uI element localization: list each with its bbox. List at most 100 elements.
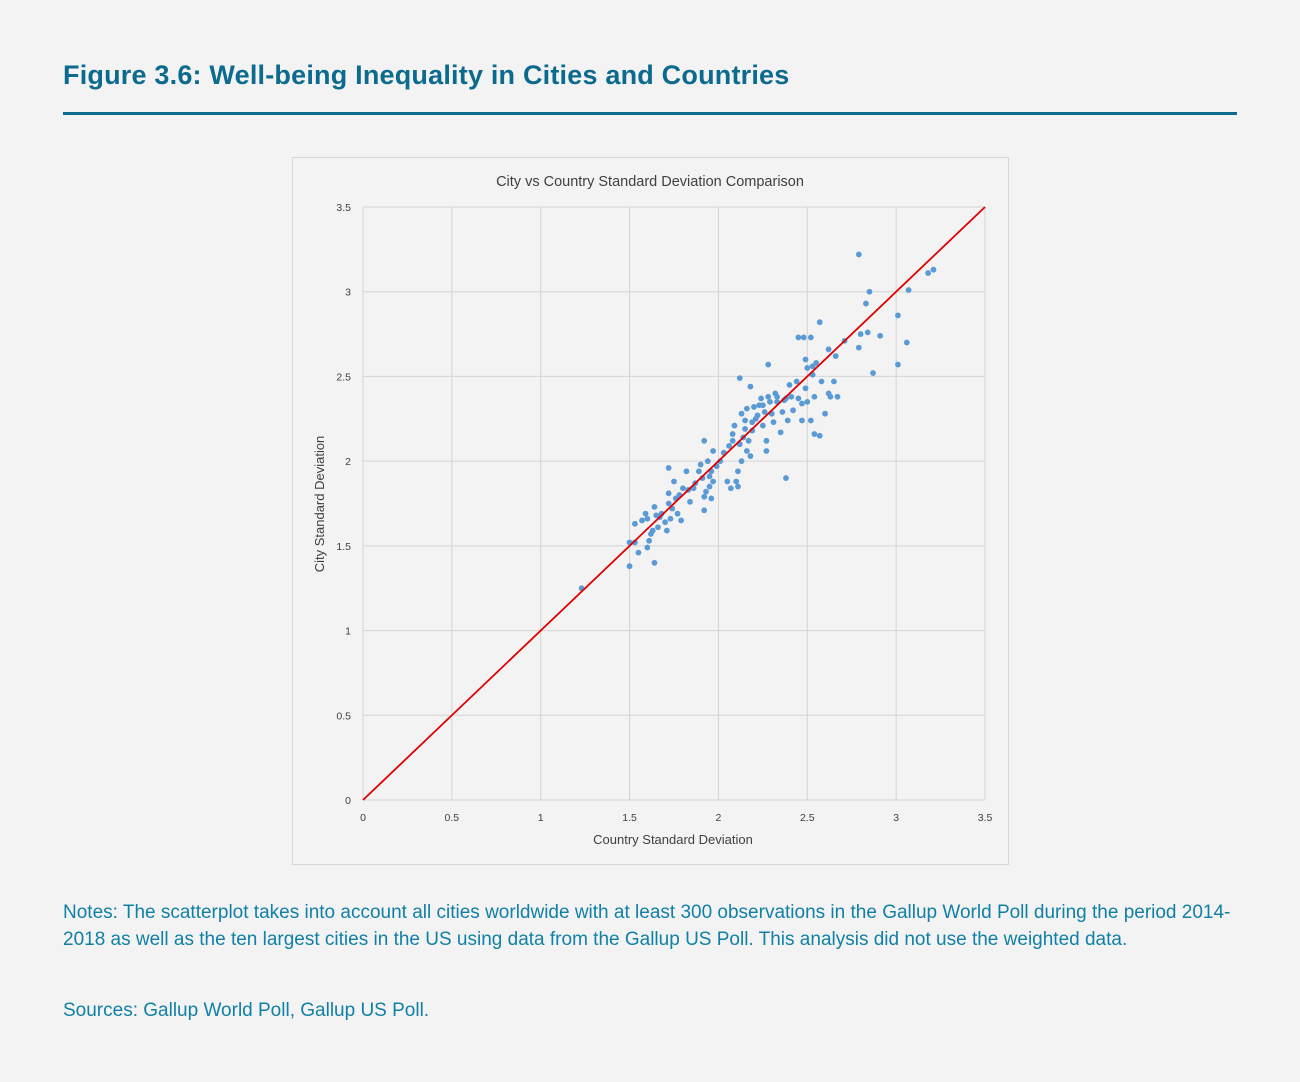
- data-point: [701, 437, 708, 444]
- data-point: [802, 385, 809, 392]
- notes-text: Notes: The scatterplot takes into accoun…: [63, 902, 1231, 950]
- data-point: [816, 432, 823, 439]
- x-axis-label: Country Standard Deviation: [593, 832, 753, 847]
- data-point: [742, 417, 748, 424]
- x-tick-label: 0: [360, 812, 366, 824]
- data-point: [799, 417, 805, 424]
- data-point: [813, 359, 820, 366]
- scatter-chart: City vs Country Standard Deviation Compa…: [312, 174, 992, 847]
- data-point: [877, 332, 884, 339]
- data-point: [749, 419, 756, 426]
- data-point: [665, 490, 672, 497]
- data-point: [736, 375, 743, 382]
- data-point: [834, 393, 841, 400]
- data-point: [802, 356, 809, 363]
- data-point: [765, 393, 772, 400]
- data-point: [708, 495, 715, 502]
- data-point: [925, 270, 932, 276]
- data-point: [855, 344, 862, 351]
- data-point: [786, 382, 793, 388]
- data-point: [644, 544, 651, 551]
- data-point: [783, 475, 789, 481]
- data-point: [662, 519, 669, 526]
- data-point: [667, 515, 674, 522]
- data-point: [735, 483, 741, 490]
- data-point: [626, 563, 633, 570]
- data-point: [665, 500, 672, 507]
- data-point: [639, 517, 645, 524]
- data-point: [795, 334, 802, 341]
- data-point: [683, 468, 690, 475]
- data-point: [870, 370, 876, 376]
- data-point: [687, 498, 693, 505]
- data-point: [866, 288, 873, 295]
- data-point: [635, 549, 642, 556]
- data-point: [642, 510, 649, 517]
- data-point: [770, 419, 777, 426]
- data-point: [930, 266, 937, 273]
- data-point: [825, 346, 832, 353]
- x-tick-label: 1.5: [622, 812, 637, 824]
- data-point: [695, 468, 702, 475]
- data-point: [747, 453, 754, 459]
- data-point: [795, 395, 802, 402]
- data-point: [855, 251, 862, 258]
- reference-line-y-equals-x: [362, 206, 986, 801]
- data-point: [651, 559, 658, 566]
- x-tick-label: 2.5: [800, 812, 815, 824]
- data-point: [731, 422, 738, 429]
- data-point: [701, 493, 708, 500]
- data-point: [774, 393, 780, 400]
- data-point: [759, 402, 766, 409]
- data-point: [790, 407, 796, 414]
- data-point: [706, 483, 713, 490]
- y-tick-label: 0.5: [336, 710, 351, 722]
- data-point: [724, 478, 731, 485]
- data-point: [804, 365, 811, 371]
- data-point: [827, 393, 834, 400]
- x-tick-label: 0.5: [445, 812, 460, 824]
- data-point: [663, 527, 670, 534]
- data-point: [811, 431, 818, 437]
- data-point: [701, 507, 708, 514]
- data-point: [729, 437, 736, 444]
- data-point: [777, 429, 784, 436]
- data-point: [671, 478, 677, 485]
- x-tick-labels: 0 0.5 1 1.5 2 2.5 3 3.5: [360, 812, 992, 824]
- y-tick-label: 2: [345, 456, 351, 468]
- data-point: [751, 404, 757, 410]
- data-point: [742, 426, 748, 432]
- data-point: [758, 395, 764, 402]
- data-point: [763, 448, 770, 454]
- data-point: [727, 485, 734, 492]
- data-point: [743, 405, 750, 412]
- data-point: [655, 524, 661, 531]
- data-point: [895, 361, 901, 368]
- figure-title: Figure 3.6: Well-being Inequality in Cit…: [63, 60, 790, 90]
- data-point: [895, 312, 901, 319]
- data-point: [799, 400, 805, 407]
- x-tick-label: 2: [716, 812, 722, 824]
- chart-title: City vs Country Standard Deviation Compa…: [496, 174, 804, 190]
- data-point: [784, 417, 791, 424]
- data-point: [816, 319, 823, 326]
- data-point: [759, 422, 766, 429]
- x-tick-label: 1: [538, 812, 544, 824]
- y-tick-label: 1: [345, 626, 351, 638]
- chart-frame: City vs Country Standard Deviation Compa…: [292, 157, 1009, 865]
- data-point: [905, 287, 912, 293]
- y-tick-labels: 0 0.5 1 1.5 2 2.5 3 3.5: [336, 202, 351, 807]
- data-point: [644, 515, 651, 522]
- data-point: [864, 329, 871, 336]
- y-tick-label: 0: [345, 795, 351, 807]
- data-point: [710, 478, 716, 485]
- y-tick-label: 1.5: [336, 541, 351, 553]
- data-point: [811, 393, 818, 400]
- data-point: [765, 361, 772, 368]
- data-point: [646, 537, 653, 544]
- y-tick-label: 3.5: [336, 202, 351, 214]
- data-point: [807, 417, 814, 424]
- data-point: [745, 437, 752, 444]
- data-point: [779, 409, 786, 415]
- data-point: [800, 334, 807, 341]
